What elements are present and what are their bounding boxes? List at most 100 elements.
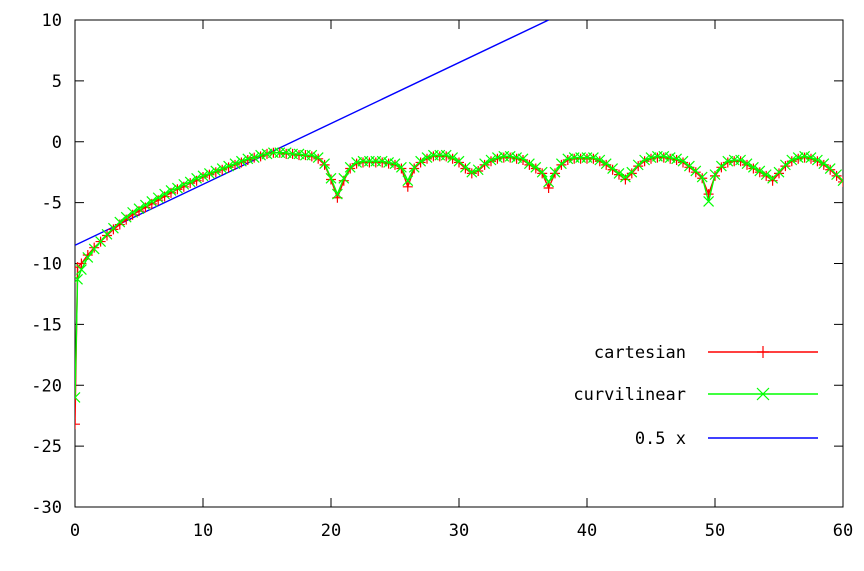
x-tick-label: 20 (321, 521, 341, 541)
curvilinear-point (613, 167, 625, 179)
cartesian-point (780, 161, 791, 172)
curvilinear-point (741, 158, 753, 170)
series-line (75, 20, 549, 246)
curvilinear-point (223, 160, 235, 172)
cartesian-point (89, 242, 100, 253)
cartesian-point (757, 346, 769, 358)
curvilinear-point (760, 169, 772, 181)
cartesian-point (402, 181, 413, 192)
curvilinear-point (127, 206, 139, 218)
curvilinear-point (395, 161, 407, 173)
curvilinear-point (293, 148, 305, 160)
cartesian-point (102, 230, 112, 241)
curvilinear-point (402, 175, 414, 187)
curvilinear-point (747, 161, 759, 173)
curvilinear-point (756, 387, 770, 401)
curvilinear-point (376, 155, 388, 167)
curvilinear-point (383, 157, 395, 168)
y-tick-label: -20 (31, 376, 62, 396)
curvilinear-point (351, 157, 363, 168)
cartesian-point (703, 189, 714, 200)
curvilinear-point (75, 264, 87, 276)
curvilinear-point (120, 211, 132, 223)
legend-label: cartesian (594, 343, 686, 363)
curvilinear-point (440, 149, 452, 161)
curvilinear-point (479, 158, 491, 170)
curvilinear-point (549, 166, 561, 178)
curvilinear-point (114, 216, 126, 228)
y-tick-label: -10 (31, 255, 62, 275)
cartesian-point (556, 159, 567, 170)
curvilinear-point (530, 161, 542, 173)
y-tick-label: -30 (31, 498, 62, 518)
curvilinear-point (210, 165, 222, 177)
curvilinear-point (799, 150, 811, 162)
x-tick-label: 30 (449, 521, 469, 541)
curvilinear-point (523, 158, 535, 170)
curvilinear-point (415, 155, 427, 167)
curvilinear-point (88, 243, 100, 255)
curvilinear-point (331, 188, 343, 200)
curvilinear-point (280, 147, 292, 159)
curvilinear-point (319, 158, 331, 170)
curvilinear-point (248, 152, 260, 164)
curvilinear-point (645, 152, 657, 164)
curvilinear-point (792, 152, 804, 164)
curvilinear-point (805, 152, 817, 164)
curvilinear-point (75, 392, 81, 403)
curvilinear-point (95, 236, 107, 248)
curvilinear-point (594, 154, 606, 166)
cartesian-point (543, 183, 554, 194)
curvilinear-point (338, 172, 350, 184)
curvilinear-point (511, 152, 523, 164)
curvilinear-point (216, 163, 228, 174)
curvilinear-point (600, 158, 612, 170)
curvilinear-point (306, 149, 318, 161)
y-tick-label: 5 (52, 72, 62, 92)
cartesian-point (415, 157, 426, 168)
curvilinear-point (184, 176, 196, 188)
curvilinear-point (203, 167, 215, 179)
cartesian-point (108, 224, 119, 235)
curvilinear-point (75, 273, 83, 285)
curvilinear-point (459, 161, 471, 173)
y-tick-label: -5 (42, 194, 62, 214)
cartesian-point (690, 167, 701, 178)
curvilinear-point (261, 148, 273, 160)
curvilinear-point (658, 150, 670, 162)
curvilinear-point (562, 153, 574, 165)
cartesian-point (633, 161, 644, 172)
curvilinear-point (818, 158, 830, 170)
cartesian-point (838, 176, 843, 187)
curvilinear-point (82, 251, 94, 263)
x-axis-ticks: 0 10 20 30 40 50 60 (70, 20, 853, 541)
series-0-5-x (75, 20, 549, 246)
curvilinear-point (171, 182, 183, 194)
y-tick-label: -15 (31, 315, 62, 335)
curvilinear-point (837, 175, 843, 187)
curvilinear-point (811, 154, 823, 166)
curvilinear-point (735, 154, 747, 166)
curvilinear-point (754, 165, 766, 177)
curvilinear-point (587, 152, 599, 164)
curvilinear-point (607, 163, 619, 174)
cartesian-point (479, 159, 490, 170)
curvilinear-point (779, 159, 791, 171)
curvilinear-point (632, 159, 644, 171)
curvilinear-point (389, 158, 401, 170)
curvilinear-point (197, 170, 209, 182)
curvilinear-point (178, 178, 190, 190)
curvilinear-point (555, 158, 567, 170)
curvilinear-point (447, 152, 459, 164)
curvilinear-point (504, 150, 516, 162)
y-tick-label: -25 (31, 437, 62, 457)
legend-label: 0.5 x (635, 429, 686, 449)
x-tick-label: 0 (70, 521, 80, 541)
y-tick-label: 0 (52, 133, 62, 153)
plot-frame (74, 19, 844, 508)
curvilinear-point (639, 154, 651, 166)
curvilinear-point (191, 172, 203, 184)
curvilinear-point (491, 152, 503, 164)
cartesian-point (831, 170, 842, 181)
